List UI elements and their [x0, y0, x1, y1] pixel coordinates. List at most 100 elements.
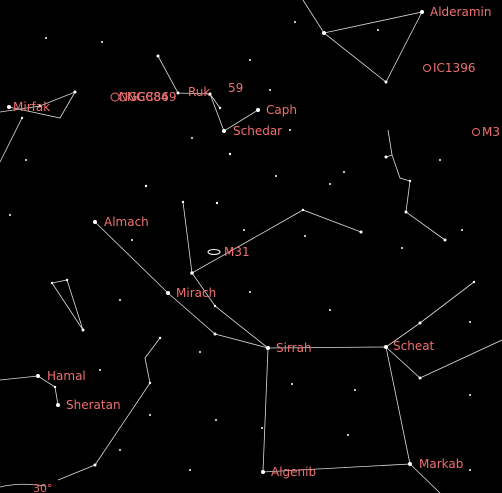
star [243, 229, 245, 231]
star [408, 462, 412, 466]
label-hamal: Hamal [47, 369, 86, 383]
star [149, 414, 151, 416]
star [9, 214, 11, 216]
star [266, 346, 270, 350]
star [148, 381, 152, 385]
label-markab: Markab [419, 457, 463, 471]
star [420, 10, 424, 14]
label-ngc869: NGC869 [127, 90, 177, 104]
star [329, 309, 331, 311]
star [384, 80, 388, 84]
star [408, 179, 412, 183]
star [215, 419, 217, 421]
star [261, 427, 263, 429]
label-mirach: Mirach [176, 286, 216, 300]
star [190, 271, 194, 275]
star [213, 332, 217, 336]
star [99, 369, 101, 371]
star [469, 469, 471, 471]
star [301, 208, 305, 212]
star [53, 385, 57, 389]
star [119, 299, 121, 301]
pegasus-lacerta [419, 281, 475, 324]
star [93, 220, 97, 224]
star [261, 470, 265, 474]
star [131, 239, 133, 241]
star [218, 106, 222, 110]
star [304, 235, 306, 237]
star [401, 247, 403, 249]
star [7, 105, 11, 109]
star [322, 31, 326, 35]
star [418, 376, 422, 380]
m3x-marker [472, 128, 480, 136]
ic1396-marker [423, 64, 431, 72]
aries-lines [0, 375, 59, 406]
star [144, 184, 148, 188]
grid-arc-30 [0, 483, 46, 488]
ngc869-marker [118, 92, 128, 102]
deep-sky-objects [110, 64, 480, 255]
star [469, 394, 471, 396]
label-ic1396: IC1396 [433, 61, 475, 75]
star [158, 336, 162, 340]
star [50, 281, 54, 285]
label-grid-30: 30° [33, 482, 53, 493]
star [291, 383, 293, 385]
star [38, 104, 42, 108]
star [156, 54, 160, 58]
star [176, 91, 180, 95]
label-caph: Caph [266, 103, 297, 117]
label-sirrah: Sirrah [276, 341, 312, 355]
label-sheratan: Sheratan [66, 398, 121, 412]
star [249, 59, 251, 61]
pegasus-leg [409, 463, 441, 493]
star [199, 351, 201, 353]
star [81, 328, 85, 332]
star [329, 183, 331, 185]
star [439, 159, 441, 161]
label-mirfak: Mirfak [13, 100, 50, 114]
star [384, 155, 388, 159]
star [93, 463, 97, 467]
label-m31: M31 [224, 245, 250, 259]
star [56, 403, 60, 407]
star [191, 137, 193, 139]
star [461, 229, 463, 231]
star [377, 29, 379, 31]
star [213, 304, 217, 308]
label-algenib: Algenib [271, 465, 316, 479]
star [384, 345, 388, 349]
star [275, 175, 277, 177]
lacerta-lines [385, 154, 446, 241]
label-k59: 59 [228, 81, 243, 95]
labels: Alderamin IC1396 M3 Mirfak NGC884 NGC869… [13, 5, 500, 493]
star [101, 41, 103, 43]
star [189, 469, 191, 471]
label-ngc884: NGC884 [119, 90, 169, 104]
label-almach: Almach [104, 215, 149, 229]
star [343, 171, 345, 173]
triangulum-lines [51, 279, 84, 331]
star [256, 108, 260, 112]
star [443, 238, 447, 242]
label-m3x: M3 [482, 125, 500, 139]
star [45, 37, 47, 39]
cassiopeia-branch [209, 93, 221, 109]
star [249, 291, 251, 293]
star [119, 449, 121, 451]
star [404, 210, 408, 214]
m31-marker [207, 249, 221, 255]
star [228, 152, 232, 156]
label-scheat: Scheat [393, 339, 435, 353]
star [354, 389, 356, 391]
star [215, 201, 219, 205]
andromeda-lines [94, 221, 269, 349]
star [25, 159, 27, 161]
perseus-arm [0, 117, 23, 163]
star [269, 89, 271, 91]
star [294, 21, 296, 23]
